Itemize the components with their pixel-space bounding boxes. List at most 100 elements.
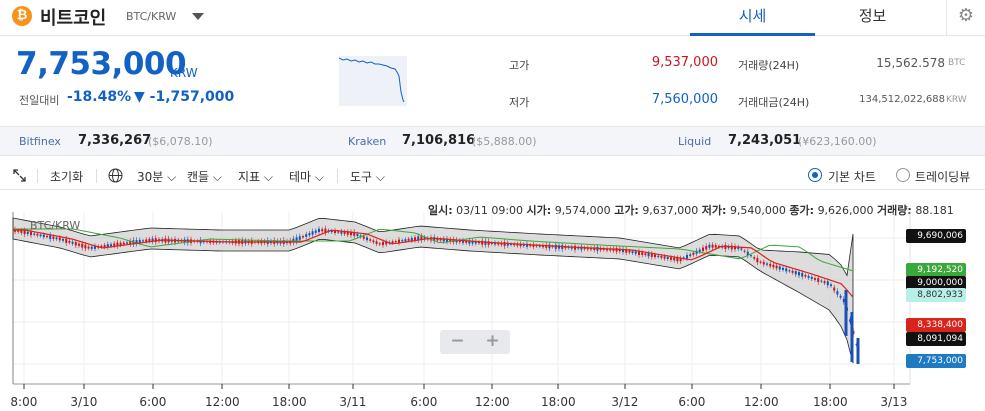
candle [844, 290, 848, 336]
candle [439, 238, 442, 241]
basic-chart-label[interactable]: 기본 차트 [828, 170, 876, 184]
candle [551, 246, 554, 248]
candle [318, 228, 320, 232]
price-tag: 8,338,400 [906, 318, 966, 332]
candle [679, 258, 682, 262]
candle [654, 254, 656, 258]
time-value: 03/11 09:00 [456, 204, 524, 217]
candle [321, 229, 324, 232]
chevron-down-icon[interactable] [192, 13, 204, 20]
candle [17, 230, 20, 232]
candle [356, 233, 359, 237]
candle [705, 246, 708, 250]
reset-button[interactable]: 초기화 [50, 170, 84, 184]
candle [33, 233, 36, 235]
zoom-in-button[interactable]: + [485, 331, 500, 351]
exchange-name[interactable]: Kraken [348, 135, 387, 148]
exchange-price: 7,106,816 [402, 133, 476, 148]
amount-value: 134,512,022,688 [859, 94, 945, 105]
candle [385, 241, 388, 245]
candle [478, 241, 480, 244]
coin-pair[interactable]: BTC/KRW [126, 10, 177, 23]
gear-icon[interactable]: ⚙ [946, 0, 985, 36]
candle [532, 244, 535, 247]
candle [446, 238, 448, 242]
tradingview-radio[interactable] [896, 168, 910, 182]
tab-price[interactable]: 시세 [690, 0, 815, 36]
tradingview-label[interactable]: 트레이딩뷰 [915, 170, 971, 184]
time-label: 일시: [428, 204, 453, 217]
candle [346, 231, 349, 235]
globe-icon[interactable] [108, 168, 123, 183]
candle [548, 244, 551, 249]
open-value: 9,574,000 [554, 204, 611, 217]
candle [340, 231, 343, 234]
candle [135, 239, 138, 244]
candle [87, 246, 90, 249]
x-axis-label: 12:00 [744, 395, 779, 409]
expand-icon[interactable] [13, 169, 26, 182]
candle [487, 241, 490, 245]
tools-dropdown[interactable]: 도구 ⌵ [350, 170, 386, 184]
candle [535, 245, 538, 247]
candle [420, 236, 423, 241]
candle [737, 246, 740, 249]
indicator-label: 지표 [238, 170, 261, 184]
price-tag: 9,690,006 [906, 229, 966, 243]
candle [794, 271, 797, 275]
x-axis-label: 12:00 [205, 395, 240, 409]
close-label: 종가: [789, 204, 815, 217]
candle [724, 245, 727, 249]
candle [71, 241, 74, 244]
candle [596, 246, 599, 251]
candle [762, 261, 765, 265]
candle [538, 245, 541, 247]
zoom-controls: − + [440, 330, 510, 354]
interval-dropdown[interactable]: 30분 ⌵ [137, 170, 177, 184]
candle [138, 239, 141, 243]
price-tag: 9,192,520 [906, 263, 966, 277]
candlestick-chart[interactable] [0, 212, 985, 411]
basic-chart-radio[interactable] [808, 168, 822, 182]
exchange-jpy: (¥623,160.00) [798, 135, 877, 148]
candle [631, 251, 634, 253]
candle [391, 241, 394, 243]
x-axis-label: 18:00 [272, 395, 307, 409]
exchange-bar: Bitfinex 7,336,267 ($6,078.10) Kraken 7,… [0, 126, 985, 156]
indicator-dropdown[interactable]: 지표 ⌵ [238, 170, 274, 184]
coin-name[interactable]: 비트코인 [40, 8, 107, 29]
tools-label: 도구 [350, 170, 373, 184]
zoom-out-button[interactable]: − [450, 331, 465, 351]
candle [106, 244, 109, 248]
candle [23, 230, 26, 235]
volume-label: 거래량(24H) [738, 59, 800, 72]
candle [468, 240, 471, 244]
candle [49, 235, 52, 240]
candle [833, 287, 836, 291]
exchange-price: 7,243,051 [728, 133, 802, 148]
candle-dropdown[interactable]: 캔들 ⌵ [187, 170, 223, 184]
candle [807, 275, 810, 278]
theme-dropdown[interactable]: 테마 ⌵ [289, 170, 325, 184]
tab-info[interactable]: 정보 [858, 7, 887, 25]
candle [497, 242, 500, 245]
candle [404, 239, 407, 242]
exchange-name[interactable]: Liquid [678, 135, 712, 148]
x-axis-label: 6:00 [139, 395, 167, 409]
exchange-name[interactable]: Bitfinex [19, 135, 61, 148]
candle [90, 246, 93, 249]
candle [647, 253, 650, 257]
candle [782, 267, 784, 270]
candle [823, 281, 826, 284]
candle [39, 234, 42, 237]
candle [151, 238, 154, 242]
candle [366, 237, 368, 241]
low-value: 7,560,000 [651, 92, 718, 107]
candle [516, 243, 519, 246]
exchange-usd: ($6,078.10) [148, 135, 213, 148]
candle [689, 254, 692, 257]
x-axis-label: 6:00 [678, 395, 706, 409]
candle [334, 230, 336, 234]
candle [734, 246, 736, 250]
candle [481, 240, 484, 245]
